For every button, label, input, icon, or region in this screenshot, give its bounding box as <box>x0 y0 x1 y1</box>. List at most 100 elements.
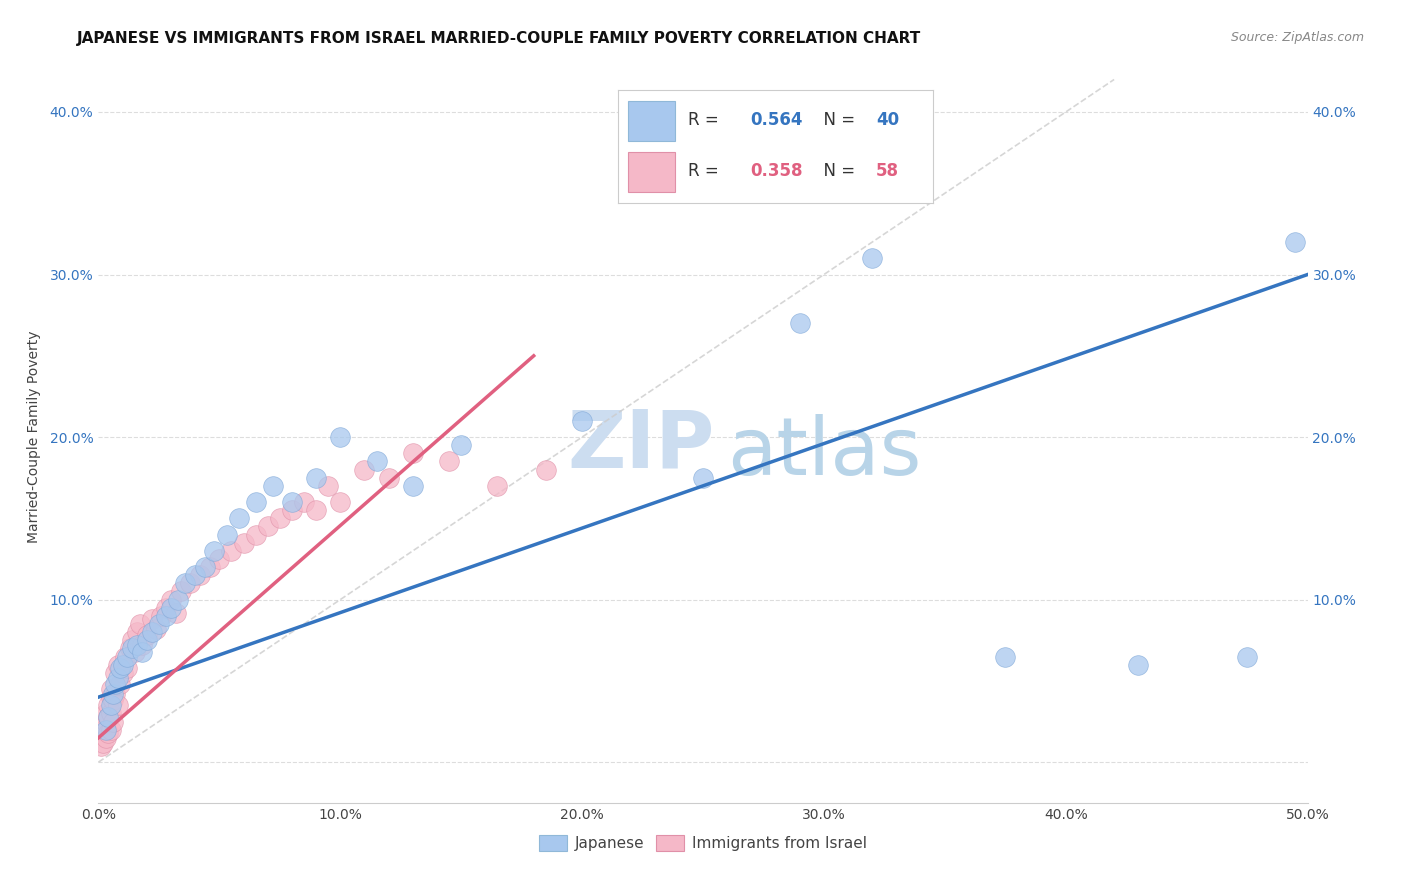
Point <box>108 661 131 675</box>
Point <box>135 628 157 642</box>
Point <box>127 638 149 652</box>
Point <box>353 462 375 476</box>
Point <box>117 661 139 675</box>
Point <box>165 606 187 620</box>
Point <box>104 677 127 691</box>
Point <box>450 438 472 452</box>
Point <box>97 709 120 723</box>
Point <box>114 649 136 664</box>
Text: ZIP: ZIP <box>568 406 716 484</box>
Point <box>860 252 883 266</box>
Point <box>281 503 304 517</box>
Point <box>402 479 425 493</box>
Point <box>90 739 112 753</box>
Point <box>118 641 141 656</box>
Point <box>100 723 122 737</box>
Point <box>292 495 315 509</box>
Point <box>789 316 811 330</box>
Point <box>994 649 1017 664</box>
Point <box>101 687 124 701</box>
Point <box>107 657 129 672</box>
Point <box>1284 235 1306 249</box>
Point <box>121 641 143 656</box>
Point <box>692 471 714 485</box>
Point <box>256 519 278 533</box>
Point <box>316 479 339 493</box>
Point <box>155 600 177 615</box>
Point <box>198 560 221 574</box>
Point <box>91 736 114 750</box>
Point <box>104 665 127 680</box>
Point <box>437 454 460 468</box>
Point <box>141 612 163 626</box>
Point <box>179 576 201 591</box>
Point <box>215 527 238 541</box>
Point <box>121 633 143 648</box>
Legend: Japanese, Immigrants from Israel: Japanese, Immigrants from Israel <box>533 830 873 857</box>
Point <box>100 681 122 696</box>
Point <box>534 462 557 476</box>
Point <box>101 714 124 729</box>
Point <box>148 617 170 632</box>
Point <box>169 584 191 599</box>
Point <box>131 638 153 652</box>
Point <box>208 552 231 566</box>
Point <box>262 479 284 493</box>
Point <box>145 622 167 636</box>
Point <box>160 600 183 615</box>
Point <box>269 511 291 525</box>
Point <box>245 495 267 509</box>
Point <box>97 698 120 713</box>
Point <box>167 592 190 607</box>
Point <box>305 471 328 485</box>
Point <box>135 633 157 648</box>
Point <box>228 511 250 525</box>
Point <box>150 608 173 623</box>
Point <box>486 479 509 493</box>
Point <box>329 495 352 509</box>
Point <box>94 714 117 729</box>
Text: JAPANESE VS IMMIGRANTS FROM ISRAEL MARRIED-COUPLE FAMILY POVERTY CORRELATION CHA: JAPANESE VS IMMIGRANTS FROM ISRAEL MARRI… <box>77 31 921 46</box>
Point <box>91 723 114 737</box>
Point <box>329 430 352 444</box>
Point <box>160 592 183 607</box>
Y-axis label: Married-Couple Family Poverty: Married-Couple Family Poverty <box>27 331 41 543</box>
Point <box>1236 649 1258 664</box>
Point <box>837 153 859 168</box>
Point <box>97 726 120 740</box>
Point <box>97 709 120 723</box>
Point <box>108 677 131 691</box>
Point <box>194 560 217 574</box>
Text: atlas: atlas <box>727 415 921 492</box>
Point <box>174 576 197 591</box>
Point <box>188 568 211 582</box>
Point <box>101 693 124 707</box>
Point <box>305 503 328 517</box>
Point <box>184 568 207 582</box>
Point <box>117 649 139 664</box>
Point <box>204 544 226 558</box>
Point <box>94 723 117 737</box>
Point <box>155 608 177 623</box>
Point <box>281 495 304 509</box>
Point <box>124 645 146 659</box>
Point <box>245 527 267 541</box>
Point <box>94 731 117 745</box>
Text: Source: ZipAtlas.com: Source: ZipAtlas.com <box>1230 31 1364 45</box>
Point <box>100 706 122 721</box>
Point <box>366 454 388 468</box>
Point <box>94 706 117 721</box>
Point <box>104 687 127 701</box>
Point <box>100 698 122 713</box>
Point <box>402 446 425 460</box>
Point <box>1128 657 1150 672</box>
Point <box>111 665 134 680</box>
Point <box>107 698 129 713</box>
Point <box>221 544 243 558</box>
Point <box>141 625 163 640</box>
Point <box>111 657 134 672</box>
Point <box>131 645 153 659</box>
Point <box>127 625 149 640</box>
Point <box>232 535 254 549</box>
Point <box>100 690 122 705</box>
